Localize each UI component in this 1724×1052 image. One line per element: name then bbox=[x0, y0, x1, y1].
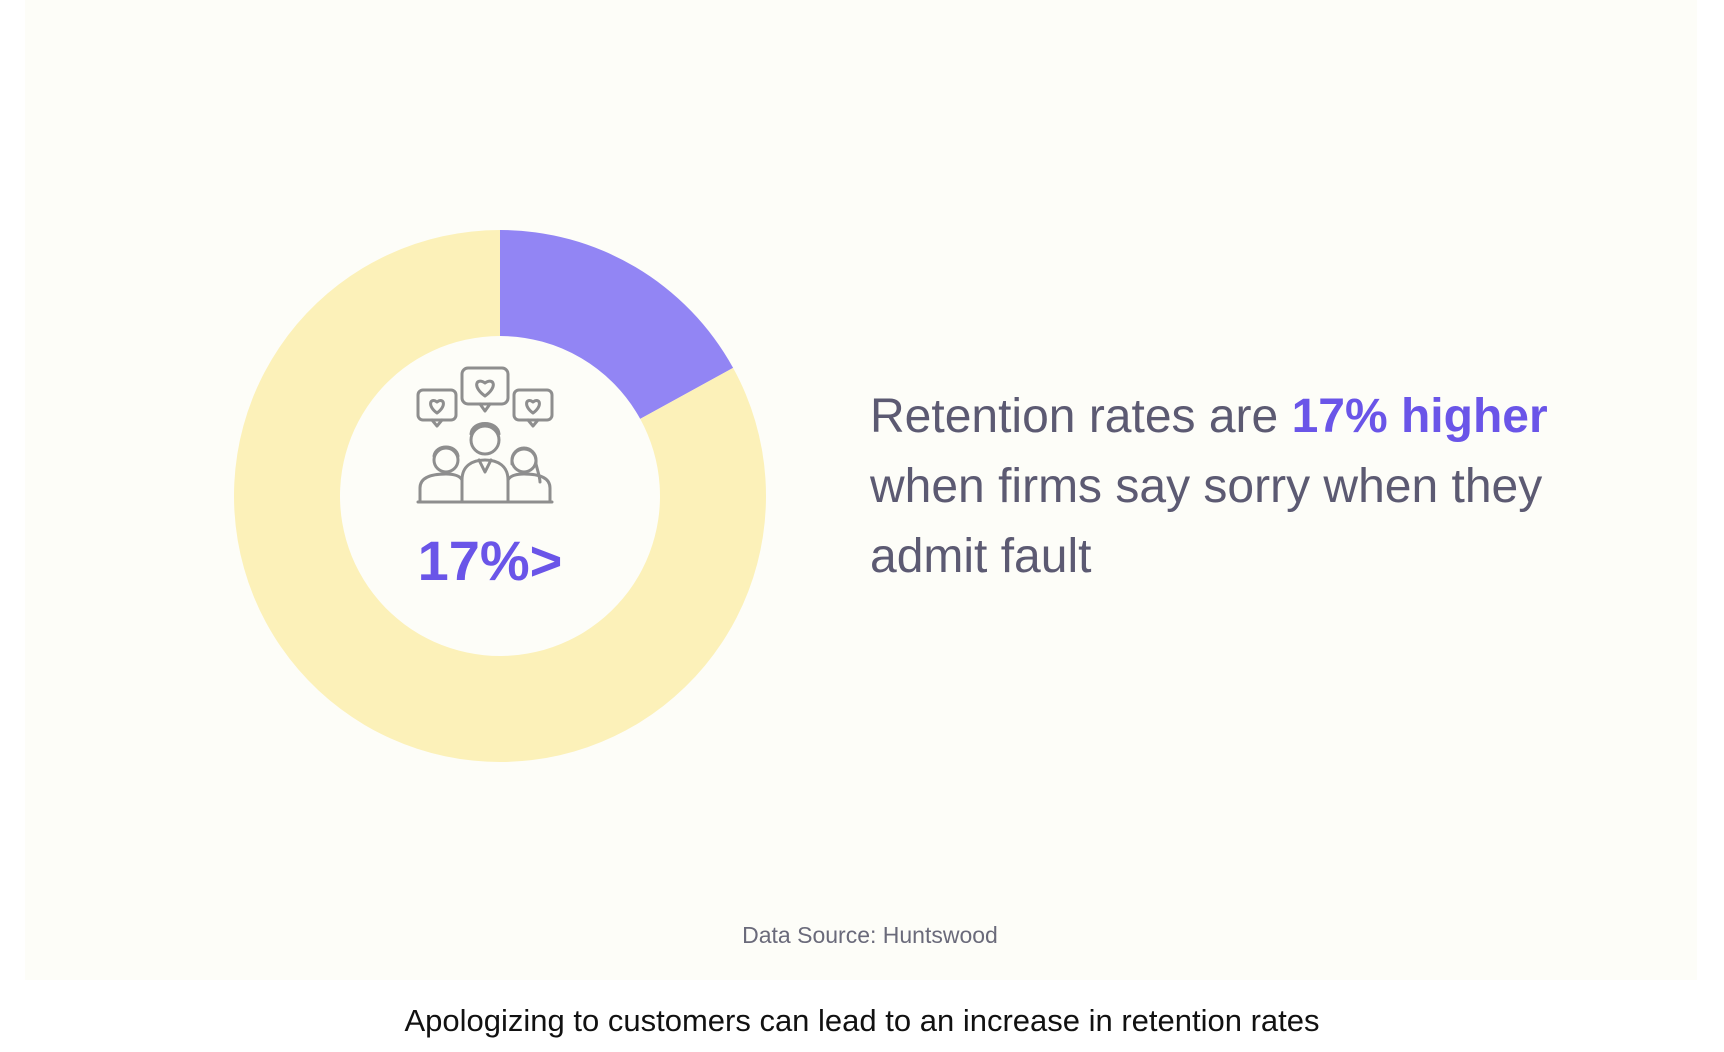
donut-slice-0 bbox=[500, 230, 734, 419]
statement-prefix: Retention rates are bbox=[870, 390, 1292, 443]
group-with-hearts-icon bbox=[416, 366, 554, 504]
statement-suffix: when firms say sorry when they admit fau… bbox=[870, 460, 1543, 583]
donut-chart bbox=[233, 230, 766, 763]
data-source: Data Source: Huntswood bbox=[742, 922, 998, 948]
donut-slice-1 bbox=[233, 230, 766, 763]
statement-highlight: 17% higher bbox=[1291, 390, 1548, 443]
statement: Retention rates are 17% higher when firm… bbox=[870, 382, 1610, 592]
center-value: 17%> bbox=[417, 529, 563, 592]
caption: Apologizing to customers can lead to an … bbox=[404, 1003, 1320, 1038]
